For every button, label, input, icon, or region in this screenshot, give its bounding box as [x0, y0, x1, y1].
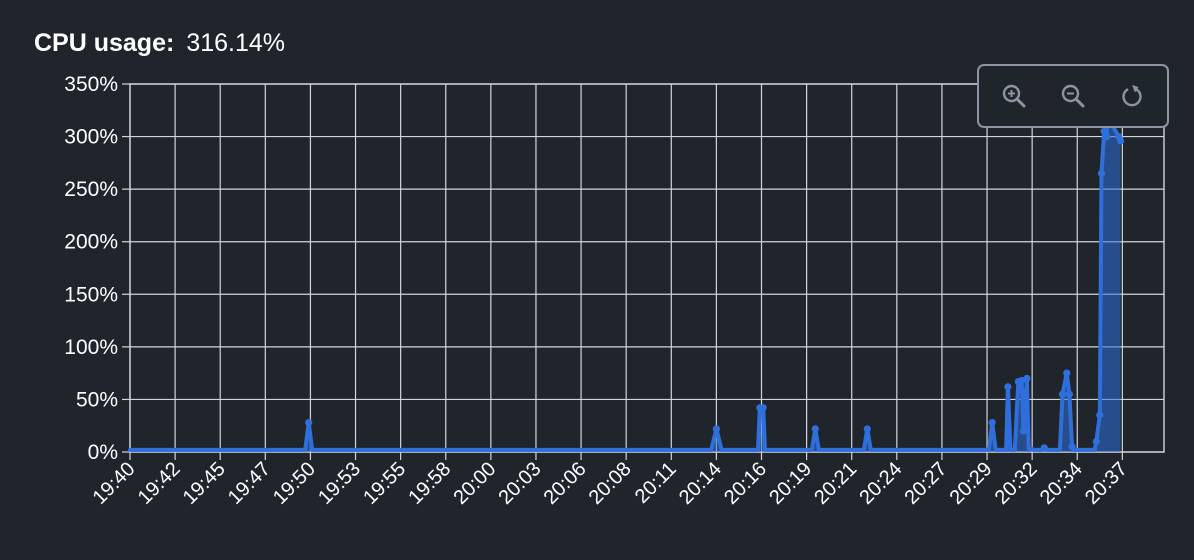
x-tick-label: 19:55: [359, 458, 410, 509]
x-tick-label: 19:47: [224, 458, 275, 509]
x-tick-label: 20:06: [540, 458, 591, 509]
series-line: [128, 115, 1123, 452]
zoom-out-icon: [1061, 84, 1085, 108]
data-point: [712, 425, 721, 433]
data-point: [1004, 383, 1012, 391]
x-tick-label: 20:19: [765, 458, 816, 509]
x-tick-label: 19:42: [134, 458, 185, 509]
x-tick-label: 20:14: [675, 458, 726, 509]
y-tick-label: 350%: [64, 73, 118, 96]
data-point: [1016, 385, 1024, 393]
x-tick-label: 20:03: [495, 458, 546, 509]
y-tick-label: 300%: [64, 126, 118, 149]
data-point: [759, 404, 767, 412]
x-tick-label: 19:40: [89, 458, 140, 509]
x-tick-label: 20:37: [1081, 458, 1132, 509]
data-point: [988, 419, 996, 427]
cpu-usage-header: CPU usage: 316.14%: [34, 26, 285, 60]
data-point: [305, 419, 313, 427]
y-tick-label: 150%: [64, 283, 118, 306]
cpu-usage-label: CPU usage:: [34, 29, 175, 57]
data-point: [811, 425, 819, 433]
y-tick-label: 0%: [88, 441, 118, 464]
reset-zoom-button[interactable]: [1112, 76, 1152, 116]
x-tick-label: 20:34: [1036, 458, 1087, 509]
x-tick-label: 20:16: [720, 458, 771, 509]
zoom-in-icon: [1003, 84, 1026, 108]
x-tick-label: 20:00: [449, 458, 500, 509]
data-point: [863, 425, 871, 433]
data-point: [1063, 369, 1071, 377]
y-tick-label: 200%: [64, 231, 118, 254]
y-tick-label: 50%: [76, 388, 118, 411]
series-area: [130, 117, 1121, 452]
x-tick-label: 20:08: [585, 458, 636, 509]
data-point: [1097, 169, 1106, 177]
x-tick-label: 20:21: [810, 458, 861, 509]
x-tick-label: 20:11: [631, 458, 681, 508]
data-point: [1103, 133, 1111, 141]
x-tick-label: 20:27: [901, 458, 952, 509]
data-point: [1058, 390, 1067, 398]
data-point: [1096, 411, 1104, 419]
data-point: [1040, 444, 1048, 452]
y-tick-label: 250%: [64, 178, 118, 201]
data-point: [1117, 137, 1125, 145]
data-point: [1092, 437, 1100, 446]
x-tick-label: 20:24: [855, 458, 906, 509]
y-tick-label: 100%: [64, 336, 118, 359]
chart-zoom-toolbar: [977, 64, 1169, 128]
x-tick-label: 20:32: [991, 458, 1042, 509]
x-tick-label: 19:53: [314, 458, 365, 509]
data-point: [1065, 390, 1073, 398]
x-tick-label: 19:45: [179, 458, 230, 509]
x-tick-label: 20:29: [946, 458, 997, 509]
data-point: [1019, 427, 1028, 435]
x-tick-label: 19:50: [269, 458, 320, 509]
x-tick-label: 19:58: [404, 458, 455, 509]
data-point: [1068, 443, 1076, 451]
cpu-usage-value: 316.14%: [186, 29, 286, 57]
zoom-out-button[interactable]: [1053, 76, 1093, 116]
data-point: [1023, 374, 1031, 382]
reset-zoom-icon: [1122, 85, 1142, 107]
zoom-in-button[interactable]: [994, 76, 1034, 116]
